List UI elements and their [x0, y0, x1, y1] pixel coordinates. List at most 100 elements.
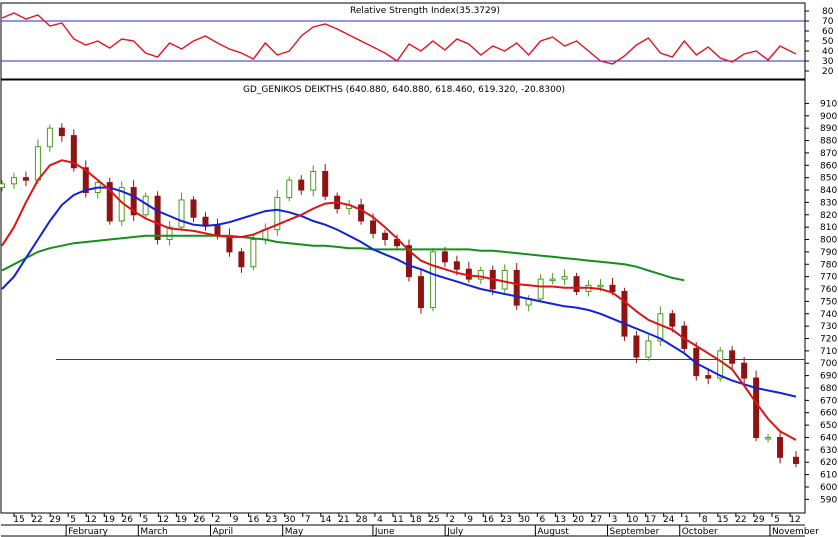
price-tick-label: 910 [820, 99, 837, 109]
x-axis-ticks: 15 22 29 5 12 19 26 5 12 19 26 2 9 16 23 30 7 14 21 28 4 11 18… [13, 513, 819, 537]
price-tick-label: 890 [820, 124, 837, 134]
price-tick-label: 690 [820, 372, 837, 382]
x-day-label: 21 [338, 515, 349, 525]
candle-body [453, 261, 460, 270]
candle-body [0, 183, 5, 189]
x-month-label: September [610, 527, 660, 537]
x-day-label: 11 [392, 515, 403, 525]
candle-body [537, 278, 544, 300]
price-tick-label: 720 [820, 334, 837, 344]
rsi-title: Relative Strength Index(35.3729) [350, 6, 500, 16]
rsi-tick-label: 20 [822, 67, 834, 77]
x-day-label: 27 [591, 515, 602, 525]
candle-body [597, 284, 604, 288]
price-tick-label: 900 [820, 112, 837, 122]
x-day-label: 12 [158, 515, 169, 525]
x-day-label: 5 [142, 515, 148, 525]
x-month-label: July [446, 527, 464, 537]
x-day-label: 2 [215, 515, 221, 525]
x-day-label: 2 [449, 515, 455, 525]
candle-body [226, 235, 233, 253]
candle-body [322, 170, 329, 197]
ma-mid-line [1, 186, 797, 398]
rsi-frame [0, 2, 806, 80]
candle-body [46, 127, 53, 148]
x-day-label: 16 [248, 515, 260, 525]
candle-body [130, 187, 137, 216]
price-tick-label: 650 [820, 421, 837, 431]
price-tick-label: 710 [820, 347, 837, 357]
candle-body [238, 251, 245, 268]
rsi-tick-label: 40 [822, 47, 834, 57]
candle-body [573, 276, 580, 292]
rsi-line [1, 12, 797, 65]
candle-body [657, 313, 664, 342]
candle-body [621, 290, 628, 337]
candle-body [717, 350, 724, 379]
x-month-label: June [374, 527, 395, 537]
price-tick-label: 670 [820, 396, 837, 406]
price-tick-label: 880 [820, 137, 837, 147]
price-tick-label: 750 [820, 297, 837, 307]
candle-body [166, 226, 173, 241]
candle-body [154, 195, 161, 241]
price-tick-label: 630 [820, 446, 837, 456]
rsi-tick-label: 80 [822, 7, 834, 17]
candle-body [358, 204, 365, 222]
candle-body [441, 251, 448, 263]
x-month-label: November [772, 527, 819, 537]
x-day-label: 23 [501, 515, 512, 525]
x-day-label: 29 [753, 515, 765, 525]
x-month-label: August [537, 527, 569, 537]
x-day-label: 1 [684, 515, 690, 525]
price-tick-label: 790 [820, 248, 837, 258]
x-day-label: 19 [104, 515, 116, 525]
price-panel: GD_GENIKOS DEIKTHS (640.880, 640.880, 61… [0, 79, 837, 514]
candle-body [22, 177, 29, 181]
candle-body [310, 170, 317, 191]
price-tick-label: 730 [820, 322, 837, 332]
x-day-label: 30 [284, 515, 296, 525]
price-tick-label: 830 [820, 198, 837, 208]
x-month-label: March [140, 527, 167, 537]
candle-body [501, 269, 508, 290]
price-tick-label: 870 [820, 149, 837, 159]
price-tick-label: 820 [820, 211, 837, 221]
candle-body [633, 335, 640, 358]
price-tick-label: 850 [820, 174, 837, 184]
x-day-label: 14 [320, 515, 332, 525]
candle-body [370, 220, 377, 234]
candle-body [793, 456, 800, 464]
x-day-label: 23 [266, 515, 277, 525]
x-day-label: 29 [49, 515, 61, 525]
price-tick-label: 680 [820, 384, 837, 394]
x-day-label: 26 [194, 515, 206, 525]
ma-short-line [1, 159, 797, 441]
price-tick-label: 860 [820, 161, 837, 171]
x-axis: 15 22 29 5 12 19 26 5 12 19 26 2 9 16 23 30 7 14 21 28 4 11 18… [1, 513, 819, 537]
x-day-label: 6 [539, 515, 545, 525]
ma-long-line [1, 234, 685, 282]
price-tick-label: 740 [820, 310, 837, 320]
price-tick-label: 620 [820, 458, 837, 468]
price-tick-label: 770 [820, 273, 837, 283]
x-day-label: 9 [233, 515, 239, 525]
price-frame [0, 79, 806, 514]
x-month-label: April [213, 527, 234, 537]
x-day-label: 22 [31, 515, 42, 525]
price-title: GD_GENIKOS DEIKTHS (640.880, 640.880, 61… [243, 85, 565, 95]
candle-body [645, 340, 652, 358]
candle-body [250, 239, 257, 268]
x-day-label: 15 [13, 515, 24, 525]
candle-body [298, 179, 305, 191]
price-y-axis: 910 900 890 880 870 860 850 840 830 820 810 800 790 7… [805, 99, 837, 505]
price-tick-label: 600 [820, 483, 837, 493]
price-tick-label: 800 [820, 236, 837, 246]
candle-body [214, 224, 221, 237]
candle-body [10, 177, 17, 185]
price-tick-label: 660 [820, 409, 837, 419]
candle-body [513, 269, 520, 306]
price-tick-label: 810 [820, 223, 837, 233]
